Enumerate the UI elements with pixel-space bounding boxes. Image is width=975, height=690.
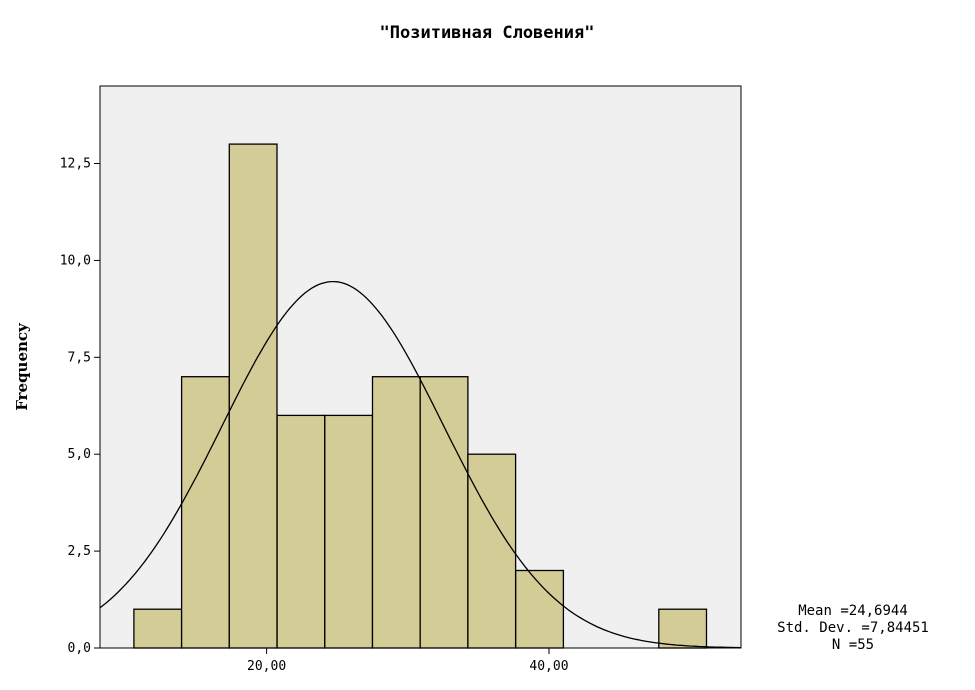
y-axis: 0,0 2,5 5,0 7,5 10,0 12,5 bbox=[60, 157, 100, 656]
histogram-bar bbox=[133, 608, 183, 649]
x-tick-label: 40,00 bbox=[529, 659, 568, 674]
stat-mean: Mean =24,6944 bbox=[798, 603, 908, 619]
histogram-bar bbox=[419, 376, 469, 649]
stat-n: N =55 bbox=[832, 637, 874, 653]
x-tick-label: 20,00 bbox=[247, 659, 286, 674]
y-tick-label: 12,5 bbox=[60, 157, 91, 172]
histogram-bar bbox=[515, 569, 565, 649]
y-tick-label: 0,0 bbox=[68, 641, 91, 656]
y-tick-label: 5,0 bbox=[68, 447, 91, 462]
y-tick-label: 2,5 bbox=[68, 544, 91, 559]
stats-box: Mean =24,6944 Std. Dev. =7,84451 N =55 bbox=[777, 603, 929, 653]
chart-title: "Позитивная Словения" bbox=[380, 23, 595, 43]
normal-curve bbox=[99, 280, 742, 649]
histogram-bar bbox=[467, 453, 517, 649]
histogram-bar bbox=[658, 608, 708, 649]
histogram-bar bbox=[324, 414, 374, 649]
histogram-bar bbox=[371, 376, 421, 649]
y-tick-label: 10,0 bbox=[60, 253, 91, 268]
histogram-bar bbox=[180, 376, 230, 649]
y-axis-label: Frequency bbox=[13, 322, 31, 411]
stat-std-dev: Std. Dev. =7,84451 bbox=[777, 620, 929, 636]
y-tick-label: 7,5 bbox=[68, 350, 91, 365]
x-axis: 20,00 40,00 bbox=[247, 648, 569, 674]
histogram-bar bbox=[276, 414, 326, 649]
